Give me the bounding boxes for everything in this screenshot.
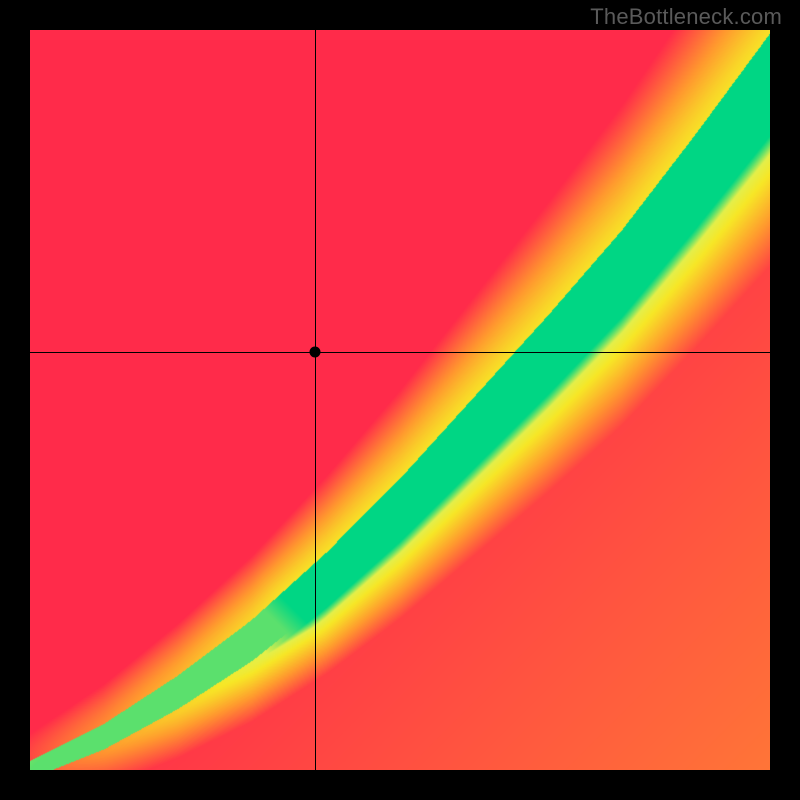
plot-frame xyxy=(30,30,770,770)
crosshair-dot xyxy=(309,346,320,357)
crosshair-vertical xyxy=(315,30,316,770)
chart-container: TheBottleneck.com xyxy=(0,0,800,800)
heatmap-canvas xyxy=(30,30,770,770)
crosshair-horizontal xyxy=(30,352,770,353)
watermark-text: TheBottleneck.com xyxy=(590,4,782,30)
